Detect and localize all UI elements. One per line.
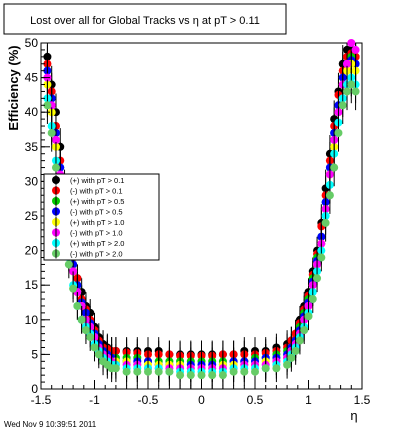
data-point <box>343 87 352 96</box>
data-point <box>300 326 309 335</box>
data-point <box>51 163 60 172</box>
data-point <box>261 364 270 373</box>
legend-box <box>43 173 160 261</box>
data-point <box>197 371 206 380</box>
data-point <box>321 218 330 227</box>
y-tick-label: 35 <box>25 140 39 154</box>
legend-label: (-) with pT > 0.1 <box>70 187 123 196</box>
data-point <box>186 371 195 380</box>
title-box <box>3 3 287 35</box>
data-point <box>272 364 281 373</box>
data-point <box>291 346 300 355</box>
x-tick-label: -0.5 <box>138 393 159 407</box>
data-point <box>347 39 356 47</box>
data-point <box>283 360 292 369</box>
y-tick-label: 15 <box>25 278 39 292</box>
data-point <box>251 367 259 376</box>
chart-title: Lost over all for Global Tracks vs η at … <box>30 15 260 27</box>
x-tick-label: 0 <box>198 393 205 407</box>
data-point <box>351 87 360 96</box>
y-tick-label: 45 <box>25 71 39 85</box>
y-tick-label: 25 <box>25 209 39 223</box>
data-point <box>229 367 238 376</box>
legend-label: (+) with pT > 1.0 <box>70 218 124 227</box>
data-point <box>94 350 103 359</box>
data-point <box>176 371 185 380</box>
data-point <box>73 301 82 310</box>
legend-label: (-) with pT > 2.0 <box>70 250 123 259</box>
data-point <box>69 284 78 293</box>
y-axis-label: Efficiency (%) <box>6 45 21 130</box>
data-point <box>86 333 95 342</box>
data-point <box>325 191 334 200</box>
x-axis-label: η <box>350 408 357 423</box>
data-point <box>122 367 131 376</box>
data-point <box>347 80 356 89</box>
data-point <box>330 163 339 172</box>
legend-label: (+) with pT > 0.5 <box>70 197 124 206</box>
y-tick-label: 20 <box>25 244 39 258</box>
y-tick-label: 40 <box>25 105 39 119</box>
data-point <box>218 371 227 380</box>
legend-label: (-) with pT > 0.5 <box>70 208 123 217</box>
data-point <box>111 364 120 373</box>
y-tick-label: 50 <box>25 36 39 50</box>
data-point <box>51 135 60 144</box>
data-point <box>240 367 249 376</box>
data-point <box>338 101 347 110</box>
data-point <box>313 274 322 283</box>
data-point <box>165 367 174 376</box>
y-tick-label: 0 <box>31 382 38 396</box>
data-point <box>90 343 99 352</box>
data-point <box>208 371 217 380</box>
data-point <box>144 367 152 376</box>
axes: -1.5 -1 -0.5 0 0.5 1 1.5 0 5 10 15 20 25 30 35 40 45 50 <box>25 36 371 407</box>
y-tick-label: 10 <box>25 313 39 327</box>
data-point <box>64 260 73 269</box>
legend-label: (-) with pT > 1.0 <box>70 229 123 238</box>
y-tick-label: 5 <box>31 347 38 361</box>
x-tick-label: 1.5 <box>354 393 371 407</box>
data-point <box>304 312 313 321</box>
data-point <box>308 295 317 304</box>
x-tick-label: -1.5 <box>31 393 52 407</box>
data-point <box>154 367 163 376</box>
x-tick-label: 1 <box>305 393 312 407</box>
data-point <box>317 253 326 262</box>
data-point <box>343 59 352 68</box>
data-point <box>77 315 86 324</box>
data-point <box>295 336 304 345</box>
x-tick-label: -1 <box>89 393 100 407</box>
legend-label: (+) with pT > 2.0 <box>70 239 124 248</box>
data-point <box>133 367 142 376</box>
data-point <box>334 128 343 137</box>
data-point <box>351 45 360 54</box>
legend: (+) with pT > 0.1(-) with pT > 0.1(+) wi… <box>43 173 160 261</box>
x-tick-label: 0.5 <box>247 393 264 407</box>
timestamp: Wed Nov 9 10:39:51 2011 <box>4 420 97 429</box>
y-tick-label: 30 <box>25 174 39 188</box>
legend-label: (+) with pT > 0.1 <box>70 176 124 185</box>
data-point <box>287 353 296 362</box>
data-point <box>47 128 56 137</box>
data-point <box>43 101 52 110</box>
series-7 <box>43 65 360 389</box>
data-point <box>81 326 90 335</box>
